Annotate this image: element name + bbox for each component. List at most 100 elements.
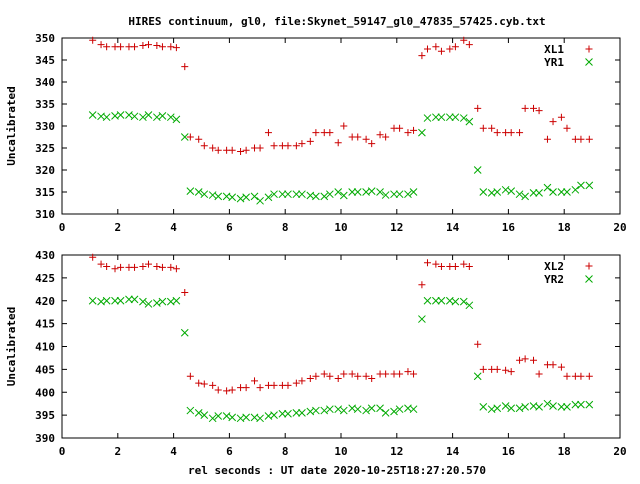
- data-point: [214, 412, 223, 420]
- data-point: [521, 104, 529, 112]
- data-point: [306, 137, 314, 145]
- legend-label: XL1: [544, 43, 564, 56]
- data-point: [423, 114, 432, 122]
- data-point: [549, 188, 557, 196]
- data-point: [256, 414, 264, 423]
- data-point: [180, 133, 189, 141]
- data-point: [186, 187, 195, 195]
- data-point: [139, 262, 147, 270]
- data-point: [116, 111, 125, 119]
- legend-label: XL2: [544, 260, 564, 273]
- data-point: [535, 189, 543, 197]
- legend-marker: [585, 45, 593, 53]
- data-point: [353, 405, 362, 414]
- legend-label: YR1: [544, 56, 564, 69]
- data-point: [396, 124, 404, 132]
- data-point: [432, 260, 440, 268]
- x-tick-label: 2: [114, 445, 121, 458]
- data-point: [172, 265, 180, 273]
- data-point: [130, 112, 139, 121]
- data-point: [501, 402, 510, 410]
- data-point: [530, 104, 538, 112]
- data-point: [167, 263, 175, 271]
- data-point: [251, 377, 259, 385]
- y-tick-label: 325: [35, 142, 55, 155]
- data-point: [404, 190, 412, 199]
- x-tick-label: 4: [170, 221, 177, 234]
- data-point: [376, 188, 384, 196]
- y-tick-label: 335: [35, 98, 55, 111]
- data-point: [97, 260, 105, 268]
- data-point: [404, 368, 412, 376]
- data-point: [409, 188, 418, 196]
- data-point: [312, 372, 320, 380]
- x-tick-label: 12: [390, 445, 403, 458]
- data-point: [144, 41, 152, 49]
- x-tick-label: 14: [446, 221, 460, 234]
- data-point: [557, 113, 565, 121]
- data-point: [563, 403, 571, 411]
- data-point: [395, 190, 404, 199]
- data-point: [409, 405, 418, 414]
- data-point: [502, 366, 510, 374]
- series-XL1: [89, 36, 593, 156]
- data-point: [186, 372, 194, 380]
- data-point: [585, 135, 593, 143]
- data-point: [465, 301, 474, 310]
- y-tick-label: 345: [35, 54, 55, 67]
- data-point: [437, 262, 445, 270]
- data-point: [549, 361, 557, 369]
- data-point: [250, 192, 259, 201]
- data-point: [571, 400, 580, 409]
- data-point: [479, 124, 487, 132]
- data-point: [325, 190, 334, 199]
- data-point: [181, 289, 189, 297]
- data-point: [172, 115, 181, 124]
- data-point: [432, 43, 440, 51]
- data-point: [144, 300, 153, 308]
- data-point: [158, 297, 167, 306]
- data-point: [493, 404, 502, 413]
- data-point: [368, 140, 376, 148]
- data-point: [516, 129, 524, 137]
- data-point: [117, 263, 125, 271]
- x-tick-label: 0: [59, 445, 66, 458]
- data-point: [585, 372, 593, 380]
- data-point: [298, 408, 306, 417]
- data-point: [153, 262, 161, 270]
- data-point: [131, 263, 139, 271]
- data-point: [535, 107, 543, 115]
- data-point: [237, 148, 245, 156]
- y-tick-label: 340: [35, 76, 55, 89]
- data-point: [418, 52, 426, 60]
- y-axis-label: Uncalibrated: [5, 307, 18, 386]
- data-point: [223, 387, 231, 395]
- data-point: [465, 117, 474, 126]
- data-point: [284, 409, 292, 418]
- data-point: [362, 372, 370, 380]
- data-point: [284, 142, 292, 150]
- y-tick-label: 425: [35, 272, 55, 285]
- data-point: [180, 328, 189, 337]
- x-tick-label: 20: [613, 445, 626, 458]
- data-point: [334, 139, 342, 147]
- data-point: [479, 365, 487, 373]
- data-point: [549, 402, 557, 410]
- legend-marker: [585, 262, 593, 270]
- data-point: [195, 379, 203, 387]
- data-point: [381, 408, 390, 417]
- data-point: [376, 404, 384, 413]
- data-point: [437, 47, 445, 55]
- data-point: [474, 340, 482, 348]
- data-point: [214, 192, 223, 201]
- data-point: [418, 315, 426, 323]
- y-tick-label: 315: [35, 186, 55, 199]
- data-point: [102, 296, 111, 305]
- data-point: [144, 260, 152, 268]
- data-point: [209, 381, 217, 389]
- data-point: [186, 133, 194, 141]
- x-axis-label: rel seconds : UT date 2020-10-25T18:27:2…: [188, 464, 486, 477]
- y-tick-label: 405: [35, 363, 55, 376]
- data-point: [577, 400, 585, 409]
- y-tick-label: 420: [35, 295, 55, 308]
